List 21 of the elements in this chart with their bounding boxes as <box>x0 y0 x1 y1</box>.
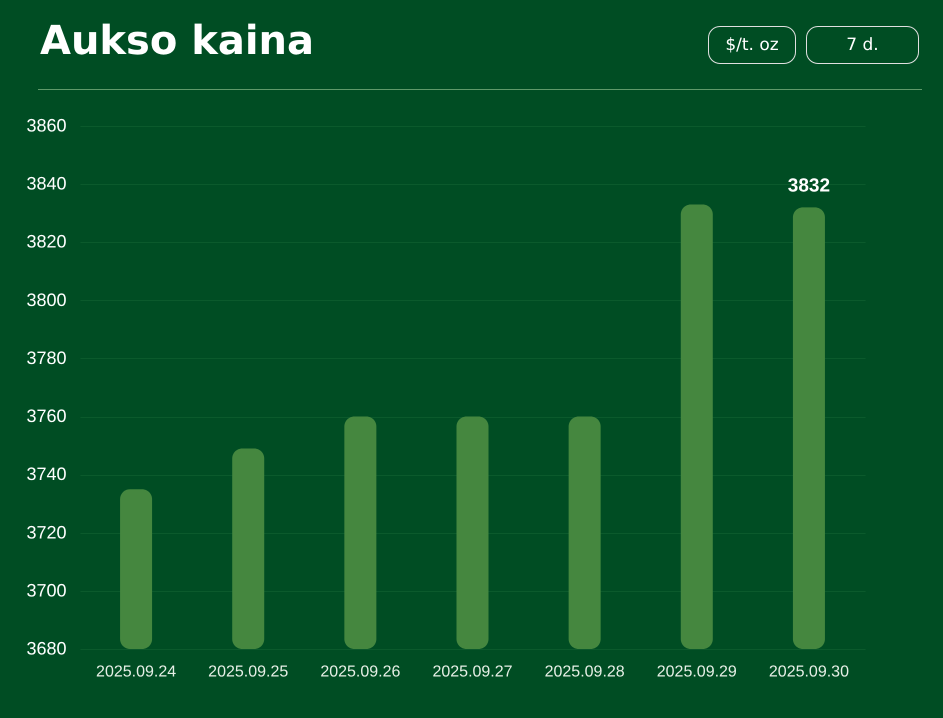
y-tick-label: 3700 <box>26 580 66 600</box>
text: 7 d. <box>806 26 919 64</box>
y-tick-label: 3780 <box>26 348 66 368</box>
y-tick-label: 3740 <box>26 464 66 484</box>
y-tick-label: 3800 <box>26 290 66 310</box>
y-tick-label: 3720 <box>26 522 66 542</box>
x-tick-label: 2025.09.25 <box>208 664 288 680</box>
y-tick-label: 3860 <box>26 116 66 136</box>
x-tick-label: 2025.09.24 <box>96 664 176 680</box>
y-tick-label: 3840 <box>26 174 66 194</box>
y-tick-label: 3680 <box>26 638 66 658</box>
x-tick-label: 2025.09.29 <box>656 664 737 680</box>
x-tick-label: 2025.09.28 <box>544 664 625 680</box>
y-tick-label: 3820 <box>26 232 66 252</box>
text: $/t. oz <box>708 26 796 64</box>
x-tick-label: 2025.09.30 <box>768 664 850 680</box>
x-tick-label: 2025.09.26 <box>320 664 400 680</box>
y-tick-label: 3760 <box>26 406 66 426</box>
chart-title: Aukso kaina <box>40 18 314 64</box>
data-label: 3832 <box>788 175 830 196</box>
x-tick-label: 2025.09.27 <box>432 664 513 680</box>
